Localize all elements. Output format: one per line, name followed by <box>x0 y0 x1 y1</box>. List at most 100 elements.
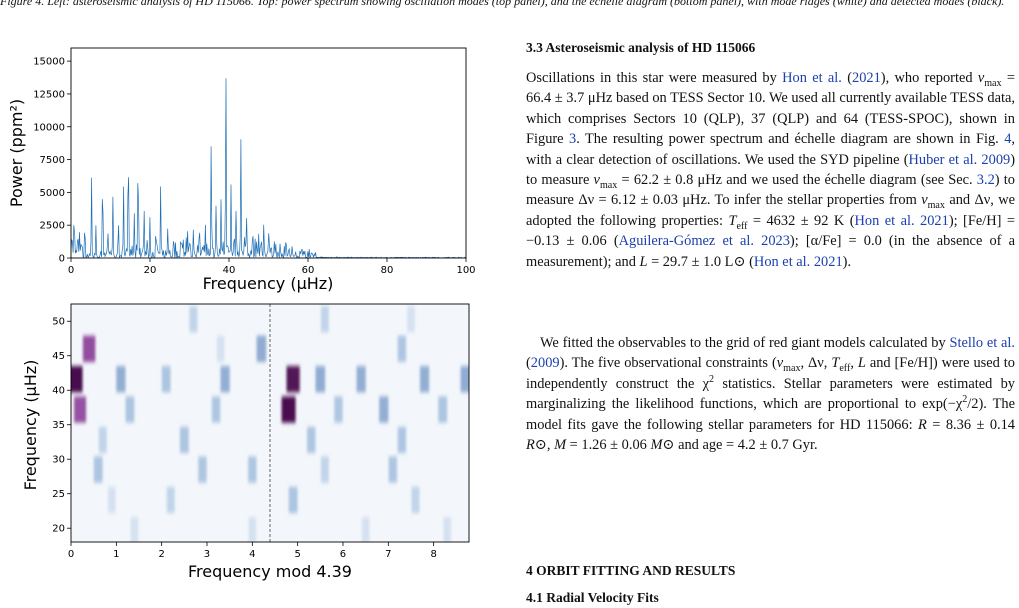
math-teff: T <box>831 355 840 372</box>
echelle-cell <box>411 486 420 514</box>
echelle-cell <box>356 366 366 393</box>
math-sub-eff: eff <box>839 363 851 375</box>
math-nu: ν <box>593 172 600 189</box>
echelle-x-tick-label: 2 <box>158 549 164 560</box>
echelle-x-tick-label: 1 <box>113 549 119 560</box>
citation-stello-2009[interactable]: Stello et al. <box>949 335 1015 351</box>
echelle-y-tick-label: 50 <box>52 317 65 328</box>
echelle-cell <box>161 366 171 393</box>
math-sub-max: max <box>927 200 945 212</box>
p1-text: = 62.2 ± 0.8 μHz and we used the échelle… <box>617 172 977 189</box>
echelle-heatmap <box>71 306 469 542</box>
echelle-cell <box>93 456 103 483</box>
echelle-cell <box>98 426 107 454</box>
p1-text: ); [α/Fe] = 0.0 (in the absence of a mea… <box>526 233 1016 270</box>
power-plot-frame <box>70 47 467 259</box>
echelle-cell <box>397 426 407 454</box>
echelle-cell <box>166 486 175 514</box>
echelle-cell <box>388 456 398 483</box>
echelle-cell <box>315 366 326 393</box>
power-y-tick-label: 15000 <box>33 57 65 68</box>
p2-text: , <box>546 437 555 454</box>
power-x-tick-label: 100 <box>456 265 475 276</box>
echelle-cell <box>256 335 267 362</box>
math-nu: ν <box>977 70 985 86</box>
p1-text: = 66.4 ± 3.7 μHz based on TESS Sector 10… <box>526 70 1015 148</box>
echelle-cell <box>379 396 389 423</box>
echelle-cell <box>125 396 135 423</box>
math-nu: ν <box>776 355 784 372</box>
section-3-2-link[interactable]: 3.2 <box>976 172 995 189</box>
citation-hon-year[interactable]: 2021 <box>852 70 881 86</box>
echelle-cell <box>307 426 316 454</box>
citation-hon-2021[interactable]: Hon et al. <box>782 70 842 86</box>
echelle-x-tick-label: 5 <box>294 549 300 560</box>
p2-text: , <box>850 355 858 372</box>
section-3-3-title: 3.3 Asteroseismic analysis of HD 115066 <box>526 40 756 55</box>
power-spectrum-line <box>71 78 466 258</box>
figure-4-link[interactable]: 4 <box>1004 131 1012 148</box>
echelle-cell <box>216 335 225 362</box>
echelle-cell <box>82 335 96 362</box>
echelle-x-tick-label: 3 <box>204 549 210 560</box>
p1-text: , with a clear detection of oscillations… <box>526 131 1015 168</box>
math-rsun: R⊙ <box>526 437 547 454</box>
p2-text: and age = 4.2 ± 0.7 Gyr. <box>674 437 818 454</box>
citation-stello-year[interactable]: 2009 <box>530 355 560 372</box>
p2-text: = 1.26 ± 0.06 <box>566 437 651 454</box>
math-sub-max: max <box>783 363 801 375</box>
p1-text: ). <box>842 253 852 270</box>
echelle-plot-frame <box>70 303 470 543</box>
echelle-cell <box>288 486 298 514</box>
power-x-tick-label: 80 <box>381 265 394 276</box>
math-radius: R <box>918 416 927 433</box>
math-mass: M <box>554 437 567 454</box>
p1-text: ) to measure Δν = 6.12 ± 0.03 μHz. To in… <box>526 172 1015 209</box>
echelle-cell <box>116 366 126 393</box>
echelle-x-axis-label: Frequency mod 4.39 <box>188 562 352 581</box>
citation-hon-2021[interactable]: Hon et al. 2021 <box>753 253 843 270</box>
math-sup-2: 2 <box>709 374 715 386</box>
power-y-axis-label: Power (ppm²) <box>7 99 26 207</box>
math-sub-eff: eff <box>736 220 748 232</box>
echelle-x-tick-label: 4 <box>249 549 255 560</box>
echelle-y-tick-label: 25 <box>52 489 65 500</box>
echelle-y-tick-label: 30 <box>52 455 65 466</box>
p1-text: and Δν, we adopted the following propert… <box>526 192 1015 229</box>
p2-text: We fitted the observables to the grid of… <box>540 335 950 351</box>
echelle-y-tick-label: 20 <box>52 524 65 535</box>
math-sup-2: 2 <box>962 394 968 406</box>
p1-text: ( <box>841 70 853 86</box>
citation-hon-2021[interactable]: Hon et al. 2021 <box>854 212 949 229</box>
echelle-cell <box>460 366 469 393</box>
echelle-cell <box>361 517 370 542</box>
p2-text: /2). The model fits gave the following s… <box>526 396 1015 433</box>
p1-text: ) to measure <box>526 151 1016 189</box>
echelle-cell <box>334 396 343 423</box>
power-y-tick-label: 10000 <box>33 122 65 133</box>
citation-huber-2009[interactable]: Huber et al. 2009 <box>908 151 1011 168</box>
echelle-x-tick-label: 8 <box>430 549 436 560</box>
echelle-cell <box>320 456 329 483</box>
echelle-cell <box>107 486 116 514</box>
math-luminosity: L <box>639 253 648 270</box>
asteroseismology-figure: 0 20 40 60 80 100 0 2500 5000 7500 10000 12500 1500… <box>0 0 480 608</box>
power-y-tick-label: 7500 <box>40 155 65 166</box>
section-4-title: 4 ORBIT FITTING AND RESULTS <box>526 563 736 578</box>
echelle-cell <box>71 366 83 393</box>
section-4-1-title: 4.1 Radial Velocity Fits <box>526 590 659 605</box>
echelle-cell <box>438 396 448 423</box>
echelle-cell <box>248 456 257 483</box>
figure-3-link[interactable]: 3 <box>569 131 577 148</box>
math-teff: T <box>728 212 737 229</box>
echelle-cell <box>286 366 300 393</box>
p2-text: statistics. Stellar parameters were esti… <box>526 375 1015 413</box>
echelle-y-tick-label: 45 <box>52 351 65 362</box>
citation-aguilera-gomez-2023[interactable]: Aguilera-Gómez et al. 2023 <box>618 233 790 250</box>
power-x-axis-label: Frequency (μHz) <box>203 274 334 293</box>
p2-text: , Δν, <box>800 355 832 372</box>
p1-text: ), who reported <box>880 70 978 86</box>
p2-text: ( <box>526 355 531 372</box>
power-x-tick-label: 0 <box>68 265 74 276</box>
